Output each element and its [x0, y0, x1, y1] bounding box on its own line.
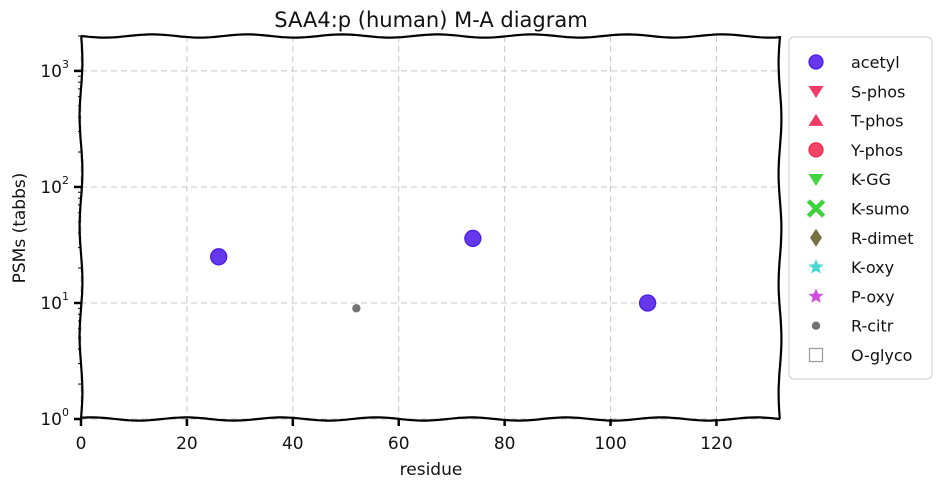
y-axis-label: PSMs (tabbs) [10, 173, 30, 284]
chart-title: SAA4:p (human) M-A diagram [274, 8, 587, 32]
legend-marker-y-phos [808, 142, 824, 158]
legend-label-p-oxy: P-oxy [851, 287, 895, 306]
x-tick-label: 20 [176, 434, 198, 454]
legend-marker-t-phos [808, 113, 824, 126]
legend-label-o-glyco: O-glyco [851, 346, 912, 365]
legend-label-r-citr: R-citr [851, 317, 894, 336]
x-tick-label: 40 [282, 434, 304, 454]
x-tick-label: 80 [494, 434, 516, 454]
legend-label-k-gg: K-GG [851, 170, 891, 189]
y-tick-label: 101 [40, 290, 69, 314]
plot-frame [78, 33, 783, 422]
axis-ticks: 0 20 40 60 80 100 120 100 101 102 103 [40, 35, 733, 454]
x-tick-label: 0 [76, 434, 87, 454]
data-points [210, 229, 657, 313]
y-tick-label: 102 [40, 174, 69, 198]
legend-marker-r-citr [811, 321, 821, 330]
legend-marker-k-gg [808, 173, 824, 186]
x-tick-label: 100 [594, 434, 626, 454]
legend-marker-k-sumo [806, 199, 826, 218]
legend: acetyl S-phos T-phos Y-phos K-GG K-sumo R-dime… [788, 36, 933, 380]
legend-label-y-phos: Y-phos [850, 141, 903, 160]
point-acetyl [638, 294, 657, 312]
legend-marker-acetyl [808, 54, 824, 70]
x-tick-label: 60 [388, 434, 410, 454]
legend-marker-p-oxy [808, 288, 824, 303]
legend-label-k-oxy: K-oxy [851, 258, 894, 277]
legend-label-r-dimet: R-dimet [851, 229, 914, 248]
legend-label-acetyl: acetyl [851, 53, 900, 72]
legend-marker-r-dimet [810, 228, 822, 247]
legend-label-k-sumo: K-sumo [851, 200, 909, 219]
x-tick-label: 120 [700, 434, 732, 454]
y-tick-label: 103 [40, 58, 69, 82]
point-r-citr [352, 304, 361, 313]
point-acetyl [210, 248, 228, 266]
y-tick-label: 100 [40, 406, 69, 430]
legend-label-s-phos: S-phos [851, 82, 905, 101]
legend-marker-o-glyco [808, 347, 824, 363]
legend-marker-k-oxy [808, 259, 824, 274]
legend-marker-s-phos [808, 86, 824, 99]
x-axis-label: residue [400, 460, 463, 480]
legend-box [788, 36, 933, 380]
grid [80, 36, 780, 420]
legend-label-t-phos: T-phos [850, 112, 904, 131]
point-acetyl [464, 229, 482, 248]
